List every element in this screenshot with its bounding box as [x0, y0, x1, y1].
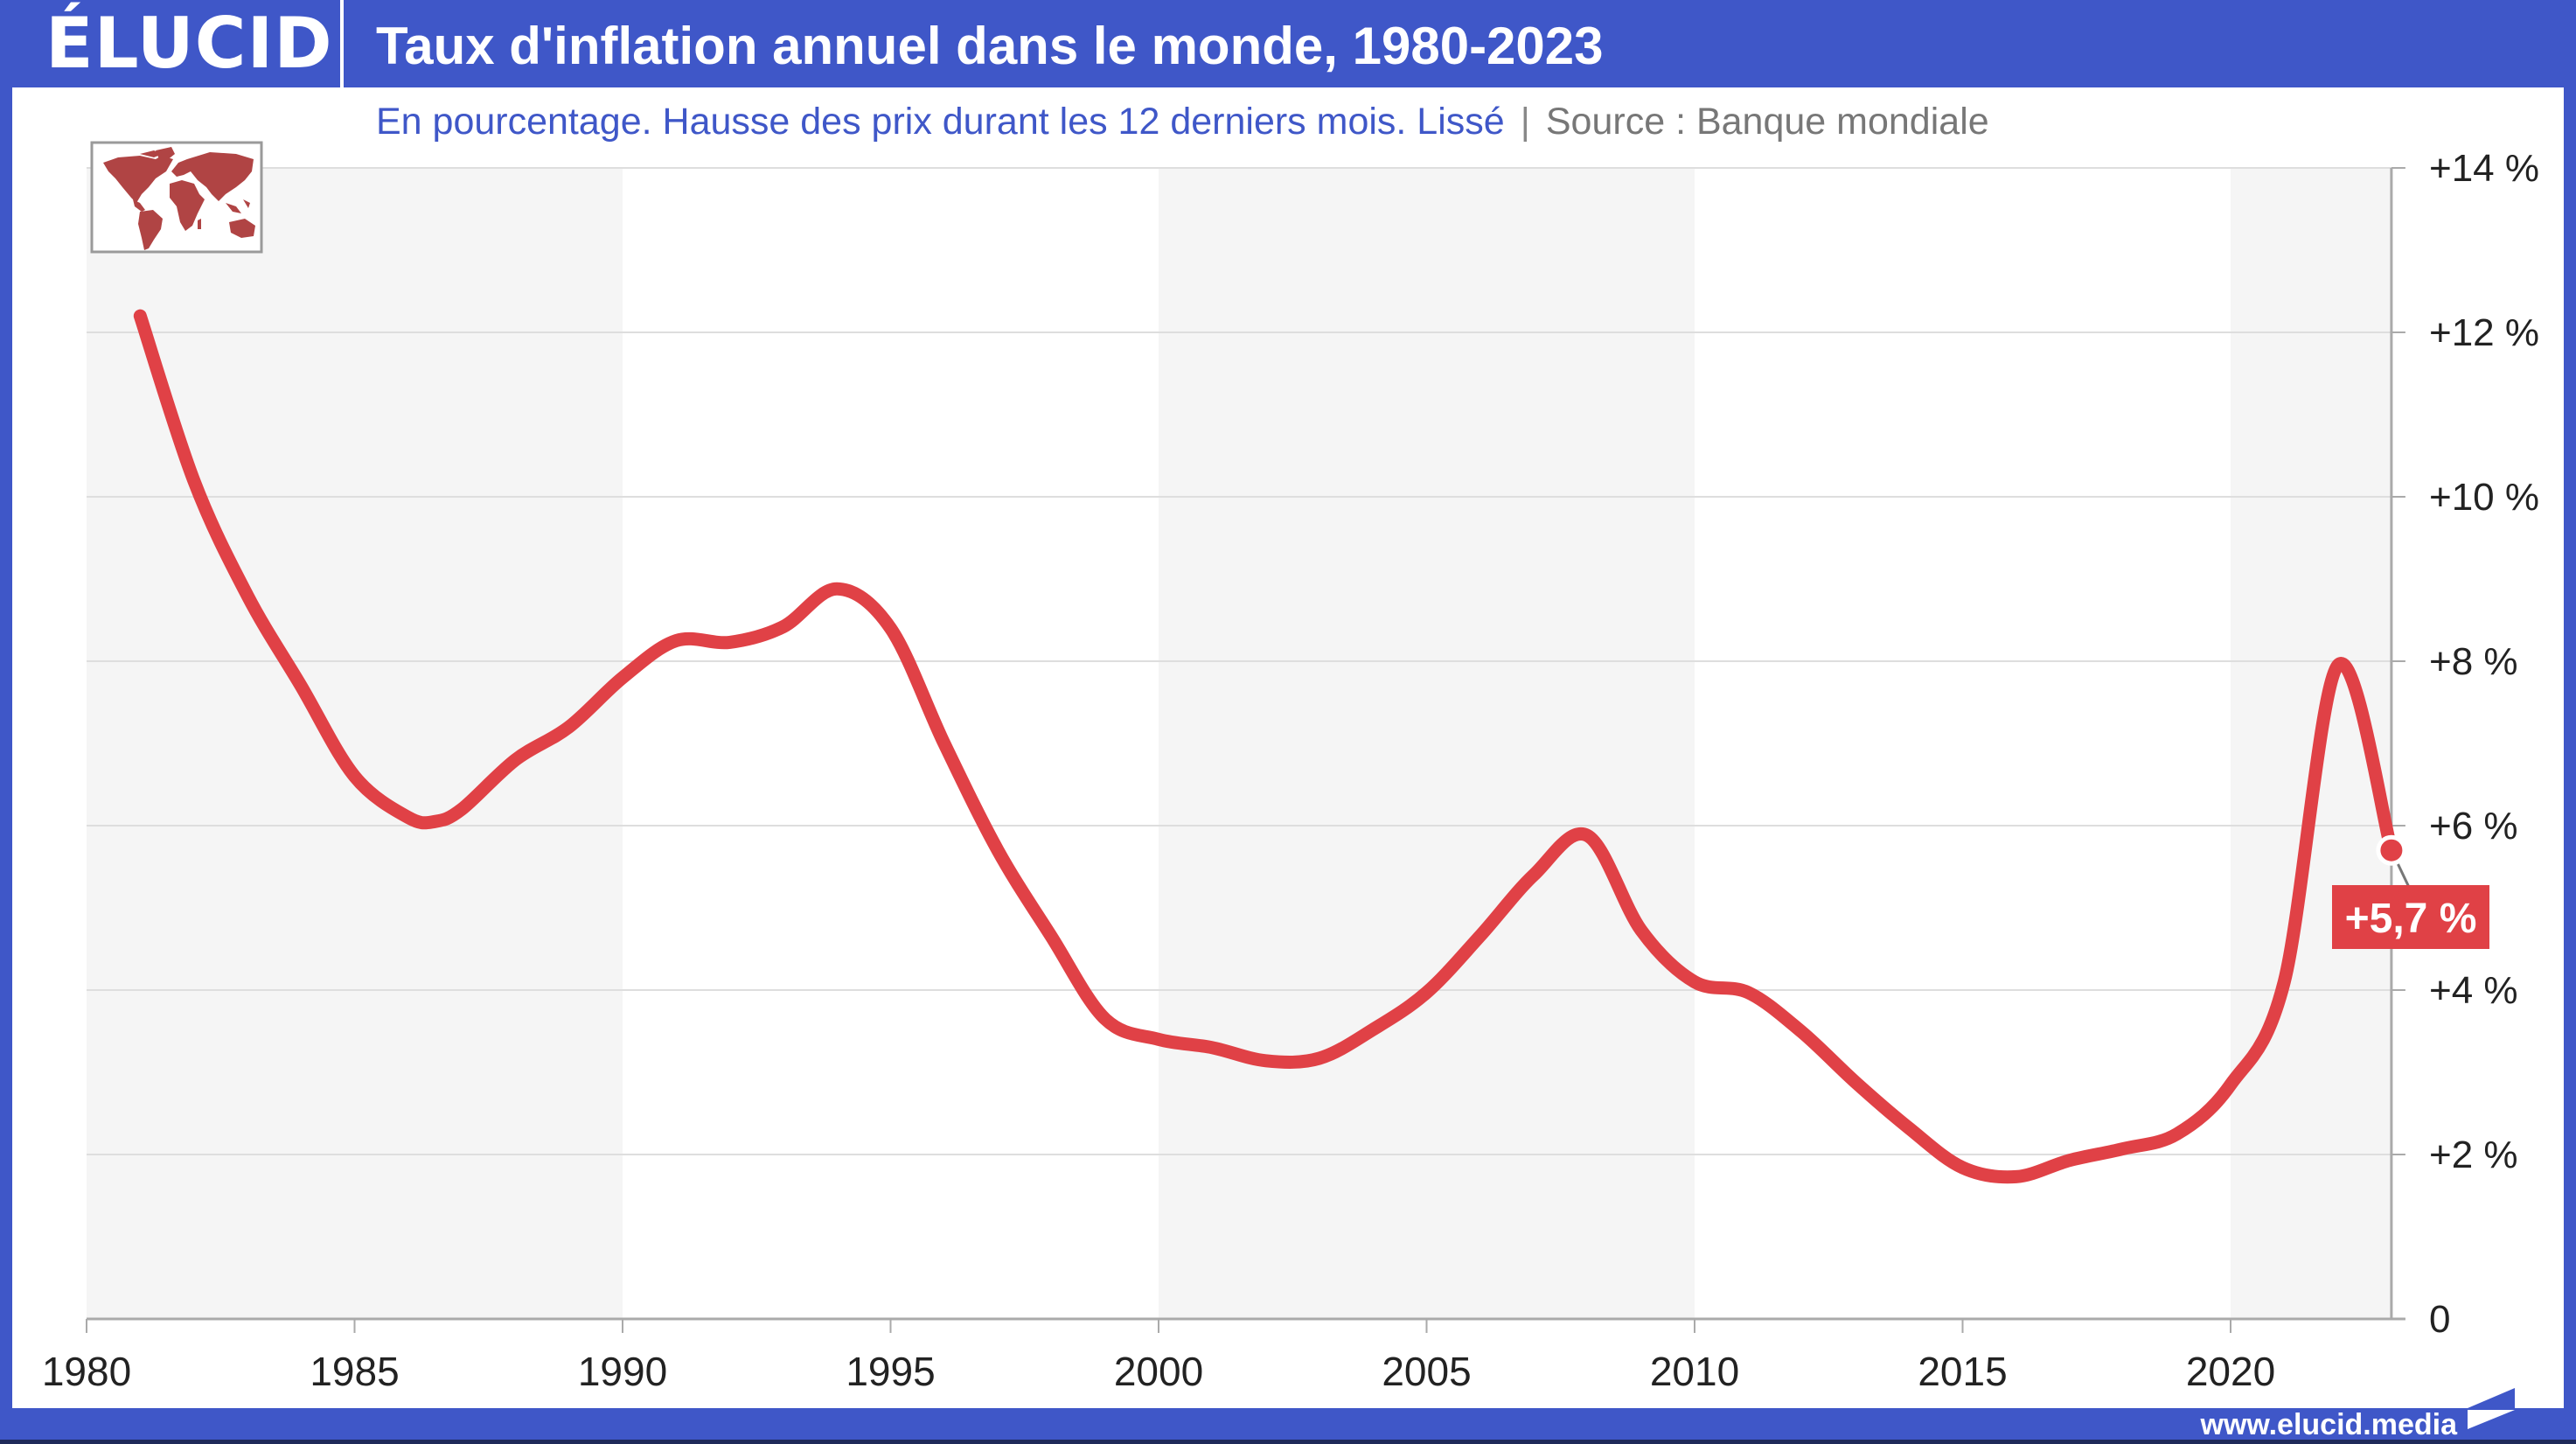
- y-axis-ticks: 0 +2 % +4 % +6 % +8 % +10 % +12 % +14 %: [2391, 147, 2539, 1341]
- series-line-path: [133, 309, 2398, 1184]
- chart-subtitle: En pourcentage. Hausse des prix durant l…: [376, 98, 1989, 146]
- x-tick-label: 1995: [846, 1349, 935, 1394]
- axes: [87, 168, 2405, 1321]
- x-tick-label: 2015: [1918, 1349, 2007, 1394]
- y-tick-label: +12 %: [2429, 311, 2539, 354]
- x-tick-label: 2010: [1650, 1349, 1739, 1394]
- gridlines: [87, 167, 2392, 1155]
- x-axis-ticks: 1980 1985 1990 1995 2000 2005 2010 2015 2020: [42, 1319, 2275, 1394]
- x-tick-label: 1985: [310, 1349, 399, 1394]
- x-tick-label: 1980: [42, 1349, 131, 1394]
- shaded-band: [1159, 168, 1695, 1319]
- end-point-marker: [2376, 834, 2407, 866]
- subtitle-separator: |: [1520, 101, 1530, 143]
- y-tick-label: +4 %: [2429, 969, 2518, 1012]
- y-tick-label: +14 %: [2429, 147, 2539, 190]
- x-tick-label: 1990: [578, 1349, 667, 1394]
- footer-website-link[interactable]: www.elucid.media: [2200, 1408, 2457, 1441]
- chart-title: Taux d'inflation annuel dans le monde, 1…: [376, 17, 1604, 75]
- subtitle-source: Source : Banque mondiale: [1545, 101, 1989, 143]
- y-tick-label: +10 %: [2429, 476, 2539, 519]
- world-map-icon: [90, 141, 263, 254]
- end-annotation: +5,7 %: [2332, 834, 2489, 949]
- bottom-border: [0, 1440, 2576, 1444]
- y-tick-label: +2 %: [2429, 1134, 2518, 1176]
- y-tick-label: 0: [2429, 1298, 2450, 1341]
- x-tick-label: 2005: [1382, 1349, 1471, 1394]
- shaded-bands: [87, 168, 2392, 1319]
- x-tick-label: 2020: [2186, 1349, 2275, 1394]
- y-tick-label: +8 %: [2429, 640, 2518, 683]
- elucid-logo: ÉLUCID: [45, 3, 333, 84]
- annotation-label: +5,7 %: [2345, 896, 2477, 942]
- series-line: [133, 309, 2398, 1184]
- header-separator: [340, 0, 344, 87]
- header-bar: ÉLUCID Taux d'inflation annuel dans le m…: [0, 0, 2576, 87]
- elucid-logo-icon: [2468, 1388, 2515, 1429]
- annotation-label-box: [2332, 885, 2489, 949]
- y-tick-label: +6 %: [2429, 805, 2518, 848]
- x-tick-label: 2000: [1114, 1349, 1203, 1394]
- subtitle-description: En pourcentage. Hausse des prix durant l…: [376, 101, 1505, 143]
